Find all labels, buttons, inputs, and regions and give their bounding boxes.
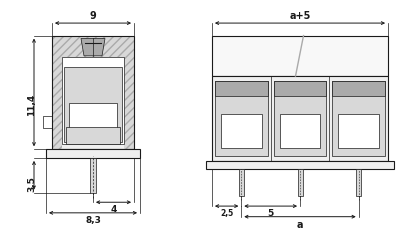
Text: 11,4: 11,4 bbox=[28, 93, 36, 115]
Bar bbox=[215, 82, 268, 96]
Bar bbox=[124, 36, 134, 150]
Bar bbox=[274, 82, 326, 96]
Text: 3,5: 3,5 bbox=[28, 175, 36, 191]
Bar bbox=[212, 77, 388, 161]
Text: a+5: a+5 bbox=[289, 11, 311, 21]
Bar bbox=[62, 57, 124, 145]
Bar bbox=[338, 115, 379, 149]
Text: 4: 4 bbox=[110, 204, 117, 213]
Bar bbox=[215, 82, 268, 156]
Bar bbox=[212, 36, 388, 77]
Polygon shape bbox=[81, 39, 105, 57]
Bar bbox=[52, 36, 134, 150]
Bar bbox=[46, 150, 140, 158]
Text: 8,3: 8,3 bbox=[85, 215, 101, 224]
Text: 5: 5 bbox=[268, 208, 274, 217]
Bar bbox=[298, 170, 302, 197]
Bar bbox=[52, 36, 134, 57]
Bar bbox=[274, 82, 326, 156]
Bar bbox=[280, 115, 320, 149]
Text: 9: 9 bbox=[90, 11, 96, 21]
Bar bbox=[52, 36, 134, 150]
Bar bbox=[90, 158, 96, 193]
Bar bbox=[221, 115, 262, 149]
Text: a: a bbox=[297, 219, 303, 229]
Bar bbox=[332, 82, 385, 156]
Bar bbox=[206, 161, 394, 170]
Bar bbox=[332, 82, 385, 96]
Text: 2,5: 2,5 bbox=[220, 208, 233, 217]
Bar bbox=[66, 128, 120, 145]
Bar bbox=[64, 68, 122, 142]
Bar bbox=[239, 170, 244, 197]
Bar bbox=[356, 170, 361, 197]
Bar bbox=[69, 104, 117, 137]
Bar bbox=[52, 36, 62, 150]
